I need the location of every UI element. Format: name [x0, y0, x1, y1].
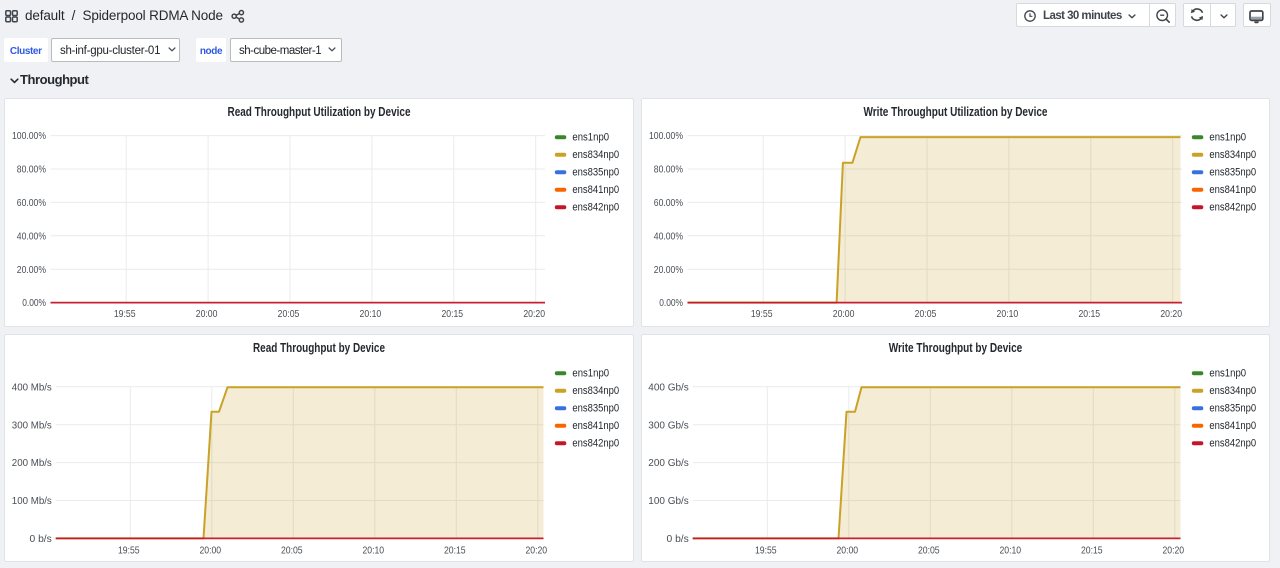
svg-text:20:20: 20:20	[523, 309, 545, 320]
svg-text:100 Gb/s: 100 Gb/s	[648, 496, 689, 507]
svg-text:ens841np0: ens841np0	[1209, 184, 1256, 196]
svg-text:20.00%: 20.00%	[654, 265, 683, 276]
svg-text:400 Mb/s: 400 Mb/s	[12, 382, 52, 393]
svg-text:ens842np0: ens842np0	[1209, 201, 1256, 213]
svg-text:0 b/s: 0 b/s	[30, 534, 52, 545]
svg-text:ens841np0: ens841np0	[572, 184, 619, 196]
svg-text:ens835np0: ens835np0	[1209, 166, 1256, 178]
svg-text:20:00: 20:00	[836, 545, 858, 556]
svg-text:ens841np0: ens841np0	[572, 420, 619, 432]
svg-text:Read Throughput by Device: Read Throughput by Device	[253, 341, 385, 355]
svg-text:19:55: 19:55	[751, 309, 773, 320]
svg-text:200 Gb/s: 200 Gb/s	[648, 458, 689, 469]
svg-text:19:55: 19:55	[118, 545, 140, 556]
svg-text:300 Mb/s: 300 Mb/s	[12, 420, 52, 431]
svg-text:ens842np0: ens842np0	[1209, 437, 1256, 449]
svg-text:20:15: 20:15	[1078, 309, 1100, 320]
svg-text:300 Gb/s: 300 Gb/s	[648, 420, 689, 431]
svg-text:400 Gb/s: 400 Gb/s	[648, 382, 689, 393]
svg-text:60.00%: 60.00%	[17, 198, 46, 209]
svg-text:40.00%: 40.00%	[654, 231, 683, 242]
svg-text:ens842np0: ens842np0	[572, 201, 619, 213]
svg-text:0 b/s: 0 b/s	[667, 534, 689, 545]
svg-text:20:05: 20:05	[281, 545, 303, 556]
svg-text:ens834np0: ens834np0	[572, 149, 619, 161]
svg-text:ens835np0: ens835np0	[572, 166, 619, 178]
svg-text:100.00%: 100.00%	[649, 131, 683, 142]
svg-text:ens841np0: ens841np0	[1209, 420, 1256, 432]
svg-text:ens1np0: ens1np0	[1209, 367, 1246, 379]
svg-text:ens1np0: ens1np0	[1209, 131, 1246, 143]
svg-text:100 Mb/s: 100 Mb/s	[12, 496, 52, 507]
svg-text:20:20: 20:20	[1162, 545, 1184, 556]
svg-text:20.00%: 20.00%	[17, 265, 46, 276]
svg-text:19:55: 19:55	[755, 545, 777, 556]
svg-text:200 Mb/s: 200 Mb/s	[12, 458, 52, 469]
svg-text:20:05: 20:05	[918, 545, 940, 556]
svg-text:Read Throughput Utilization by: Read Throughput Utilization by Device	[228, 105, 411, 119]
svg-text:ens834np0: ens834np0	[1209, 385, 1256, 397]
svg-text:0.00%: 0.00%	[659, 298, 683, 309]
svg-text:20:05: 20:05	[278, 309, 300, 320]
svg-text:0.00%: 0.00%	[22, 298, 46, 309]
svg-text:ens1np0: ens1np0	[572, 367, 609, 379]
svg-text:20:15: 20:15	[441, 309, 463, 320]
svg-text:ens842np0: ens842np0	[572, 437, 619, 449]
svg-text:ens835np0: ens835np0	[572, 402, 619, 414]
svg-text:ens835np0: ens835np0	[1209, 402, 1256, 414]
svg-text:20:10: 20:10	[360, 309, 382, 320]
svg-text:ens834np0: ens834np0	[1209, 149, 1256, 161]
svg-text:Write Throughput Utilization b: Write Throughput Utilization by Device	[864, 105, 1048, 119]
svg-text:20:05: 20:05	[915, 309, 937, 320]
svg-text:20:10: 20:10	[999, 545, 1021, 556]
svg-text:ens834np0: ens834np0	[572, 385, 619, 397]
svg-text:20:00: 20:00	[199, 545, 221, 556]
svg-text:20:10: 20:10	[997, 309, 1019, 320]
svg-text:20:15: 20:15	[444, 545, 466, 556]
svg-text:ens1np0: ens1np0	[572, 131, 609, 143]
svg-text:20:15: 20:15	[1081, 545, 1103, 556]
svg-text:80.00%: 80.00%	[17, 165, 46, 176]
svg-text:20:00: 20:00	[833, 309, 855, 320]
svg-text:20:20: 20:20	[1160, 309, 1182, 320]
svg-text:20:10: 20:10	[362, 545, 384, 556]
svg-text:19:55: 19:55	[114, 309, 136, 320]
svg-text:Write Throughput by Device: Write Throughput by Device	[889, 341, 1023, 355]
svg-text:20:20: 20:20	[525, 545, 547, 556]
svg-text:40.00%: 40.00%	[17, 231, 46, 242]
svg-text:100.00%: 100.00%	[12, 131, 46, 142]
svg-text:80.00%: 80.00%	[654, 165, 683, 176]
svg-text:20:00: 20:00	[196, 309, 218, 320]
svg-text:60.00%: 60.00%	[654, 198, 683, 209]
